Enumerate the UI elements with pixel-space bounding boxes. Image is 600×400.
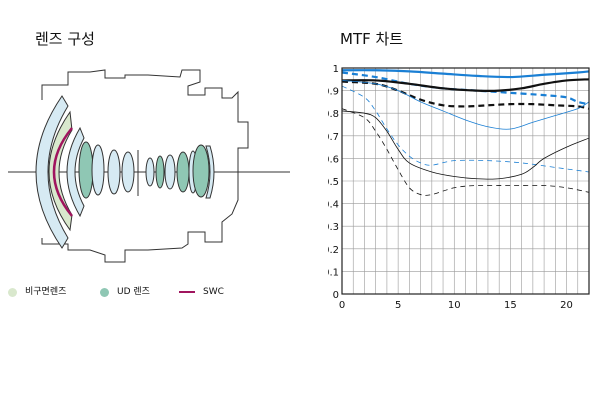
y-tick-label: 0.7 <box>328 132 339 143</box>
plot-frame <box>341 67 590 295</box>
lens-element-13-ud <box>192 144 210 198</box>
chart-grid <box>342 68 589 294</box>
y-tick-label: 0.8 <box>328 109 339 120</box>
chart-ticks: 0 5 10 15 20 0 0.1 0.2 0.3 0.4 0.5 0.6 0.7 0.8 0.9 1 <box>328 64 573 311</box>
mtf-series-line-3 <box>341 78 590 92</box>
chart-series <box>341 69 590 196</box>
x-tick-label: 20 <box>560 300 573 311</box>
swc-line-icon <box>179 291 195 293</box>
lens-element-11-ud <box>176 151 190 193</box>
x-tick-label: 10 <box>448 300 461 311</box>
ud-swatch-icon <box>100 287 109 297</box>
lens-element-9-ud <box>155 155 165 189</box>
lens-element-3 <box>66 126 85 218</box>
y-tick-label: 0.9 <box>328 87 339 98</box>
lens-construction-title: 렌즈 구성 <box>35 30 95 48</box>
lens-element-2-aspherical <box>48 110 73 232</box>
legend-swc: SWC <box>179 286 224 298</box>
lens-element-14 <box>205 145 215 199</box>
lens-element-7 <box>121 151 135 193</box>
y-tick-label: 0.2 <box>328 245 339 256</box>
aspherical-swatch-icon <box>8 287 17 297</box>
lens-element-1 <box>35 95 69 249</box>
y-tick-label: 0 <box>333 290 339 301</box>
mtf-chart: 0 5 10 15 20 0 0.1 0.2 0.3 0.4 0.5 0.6 0.7 0.8 0.9 1 <box>328 64 590 311</box>
lens-barrel-outline <box>41 69 249 263</box>
y-tick-label: 0.3 <box>328 222 339 233</box>
lens-element-8 <box>145 157 155 187</box>
x-tick-label: 15 <box>504 300 517 311</box>
y-tick-label: 1 <box>333 64 339 75</box>
y-tick-label: 0.6 <box>328 154 339 165</box>
swc-coating-line <box>52 127 73 217</box>
legend-swc-label: SWC <box>203 287 224 297</box>
mtf-series-line-7 <box>341 110 590 180</box>
legend-ud: UD 렌즈 <box>100 286 150 298</box>
x-tick-label: 0 <box>339 300 345 311</box>
mtf-series-line-1 <box>341 69 590 79</box>
lens-element-5 <box>91 144 105 196</box>
lens-element-10 <box>164 154 176 190</box>
y-tick-label: 0.1 <box>328 267 339 278</box>
legend-aspherical-label: 비구면렌즈 <box>25 287 67 297</box>
legend-ud-label: UD 렌즈 <box>117 287 150 297</box>
x-tick-label: 5 <box>395 300 401 311</box>
lens-construction-diagram <box>8 69 290 263</box>
mtf-series-line-5 <box>341 80 590 130</box>
lens-element-4-ud <box>78 141 94 199</box>
lens-element-6 <box>107 149 121 195</box>
y-tick-label: 0.5 <box>328 177 339 188</box>
y-tick-label: 0.4 <box>328 200 339 211</box>
mtf-chart-title: MTF 차트 <box>340 30 404 48</box>
mtf-series-line-6 <box>341 85 590 173</box>
mtf-series-line-8 <box>341 108 590 196</box>
legend-aspherical: 비구면렌즈 <box>8 286 66 298</box>
